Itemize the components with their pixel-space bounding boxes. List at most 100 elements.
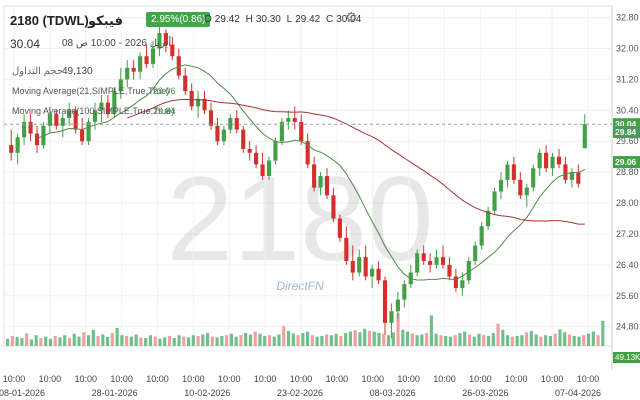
candle [402, 280, 407, 308]
volume-bar [186, 337, 191, 346]
candle [196, 91, 201, 119]
x-time-label: 10:00 [3, 374, 26, 384]
volume-bar [539, 336, 543, 346]
volume-bar [20, 338, 24, 346]
volume-bar [439, 335, 443, 346]
volume-bar [353, 330, 357, 346]
volume-bar [163, 337, 167, 346]
volume-bar [367, 330, 372, 346]
volume-bar [34, 335, 38, 346]
volume-bar [120, 335, 124, 346]
volume-bar [196, 335, 200, 346]
watermark-brand: DirectFN [276, 279, 324, 293]
y-tick-label: 32.00 [616, 44, 639, 54]
candle-body [563, 164, 568, 180]
volume-bar [325, 334, 329, 346]
candle-body [421, 253, 426, 261]
volume-bar [220, 335, 224, 346]
volume-bar [582, 335, 586, 346]
candle-body [73, 110, 78, 130]
candle-body [241, 129, 246, 149]
candle-body [144, 56, 149, 64]
candle-body [382, 280, 388, 323]
candle-body [131, 67, 136, 72]
volume-bar [210, 336, 214, 346]
candle [54, 110, 59, 130]
candle-body [138, 56, 143, 72]
volume-bar [206, 333, 210, 346]
candle-body [9, 145, 14, 153]
candle [376, 261, 381, 285]
volume-bar [225, 335, 229, 346]
volume-bar [315, 336, 319, 346]
volume-bar [482, 335, 486, 346]
candle-body [99, 102, 104, 111]
volume-bar [15, 337, 19, 346]
low-label: L [286, 14, 293, 25]
open-value: 29.42 [214, 14, 240, 25]
x-date-label: 08-01-2026 [0, 388, 45, 398]
candle-body [47, 114, 52, 126]
candle-body [440, 257, 446, 265]
volume-bar [239, 335, 243, 346]
candle [473, 241, 478, 265]
candle [299, 114, 304, 146]
candle [544, 145, 549, 173]
volume-bar [282, 326, 286, 346]
ohlc-readout: O 29.42 H 30.30 L 29.42 C 30.04 [204, 14, 364, 25]
volume-bar [158, 338, 162, 346]
x-time-label: 10:00 [505, 374, 528, 384]
volume-bar [148, 335, 153, 346]
candle-body [537, 152, 542, 169]
ma1-badge-bg [613, 156, 640, 169]
candle-body [15, 137, 20, 153]
candle-body [389, 311, 394, 323]
y-tick-label: 30.40 [616, 105, 639, 115]
candle-body [260, 164, 265, 176]
candle-body [170, 44, 175, 57]
x-date-label: 26-03-2026 [462, 388, 508, 398]
candle-body [415, 253, 420, 273]
candle-body [189, 91, 194, 107]
candle [150, 40, 156, 68]
candle [34, 125, 40, 153]
x-date-label: 28-01-2026 [92, 388, 138, 398]
candle-body [363, 257, 368, 277]
volume-bar [501, 329, 505, 346]
volume-bar [444, 335, 448, 346]
candle-body [556, 156, 562, 165]
volume-bar [544, 335, 548, 346]
candle-body [80, 129, 85, 142]
volume-bar [110, 333, 114, 346]
watermark-symbol: 2180 [167, 152, 434, 286]
x-time-label: 10:00 [541, 374, 564, 384]
close-label: C [326, 14, 334, 25]
candle-body [531, 168, 536, 188]
volume-bar [553, 333, 557, 346]
last-price: 30.04 [10, 37, 41, 51]
candle [363, 245, 368, 281]
gear-icon[interactable]: ⚙ [345, 9, 358, 25]
last-price-badge: 30.04 [615, 119, 637, 129]
x-time-label: 10:00 [254, 374, 277, 384]
candle [60, 114, 65, 138]
candle-body [453, 276, 458, 289]
y-tick-label: 28.80 [616, 167, 639, 177]
volume-bar [129, 336, 133, 346]
open-label: O [204, 14, 212, 25]
candle [234, 110, 239, 134]
volume-bar [534, 334, 538, 346]
candle-body [518, 179, 523, 196]
last-price-badge-bg [613, 118, 640, 131]
volume-bar [29, 339, 33, 346]
volume-bar [6, 338, 10, 346]
candle [105, 94, 110, 119]
volume-bar [491, 333, 495, 346]
y-tick-label: 32.80 [616, 13, 639, 23]
candle-body [163, 33, 168, 45]
candle [176, 48, 181, 80]
candle [86, 118, 91, 146]
x-date-label: 07-04-2026 [555, 388, 601, 398]
volume-bar [391, 332, 395, 346]
